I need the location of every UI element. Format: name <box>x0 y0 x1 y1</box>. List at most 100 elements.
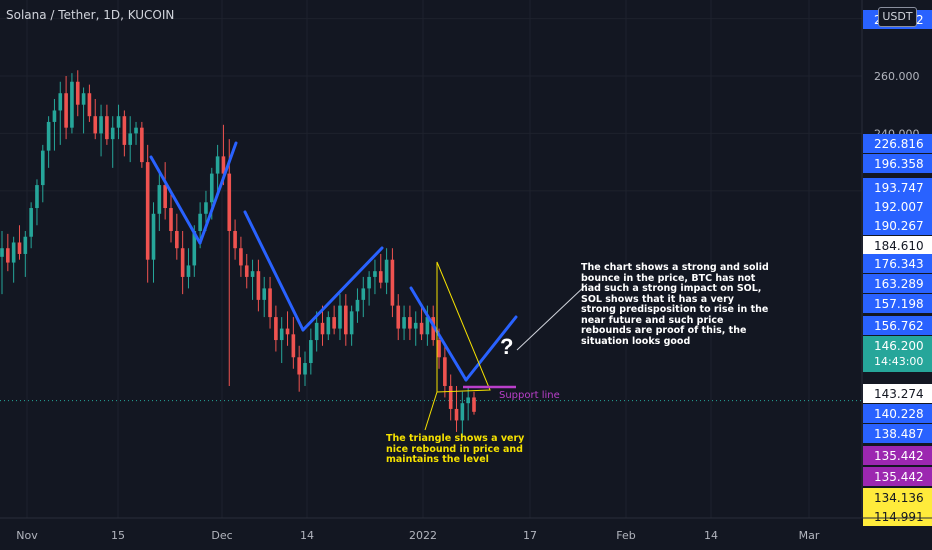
candle <box>343 294 348 346</box>
candle <box>17 225 22 260</box>
candle-body <box>343 305 348 335</box>
price-label-bg <box>863 507 932 526</box>
price-label-text: 157.198 <box>874 297 924 311</box>
candle-body <box>221 156 226 174</box>
price-label: 193.747 <box>863 178 932 197</box>
price-label-text: 196.358 <box>874 157 924 171</box>
candle-body <box>93 116 98 134</box>
candle-body <box>268 288 272 318</box>
price-label-text: 176.343 <box>874 257 924 271</box>
candle <box>163 162 167 220</box>
x-tick-label: 14 <box>300 529 314 542</box>
candle <box>116 104 121 140</box>
candle <box>29 202 33 249</box>
candle-body <box>378 271 383 283</box>
support-line-label: Support line <box>499 390 560 401</box>
price-label-bg <box>863 384 932 403</box>
x-tick-label: 2022 <box>409 529 437 542</box>
candle <box>314 311 319 352</box>
candle <box>472 391 476 415</box>
candle-body <box>274 317 278 341</box>
candle-body <box>431 317 436 341</box>
candle <box>466 385 470 421</box>
triangle-leader-line <box>424 391 438 431</box>
candle <box>35 179 39 226</box>
candle-body <box>163 185 167 209</box>
candle-body <box>460 403 465 421</box>
candle <box>180 230 185 295</box>
trend-line <box>301 246 384 332</box>
candle-body <box>151 213 156 260</box>
annotation-leader-line <box>516 283 588 351</box>
candle-body <box>198 213 202 231</box>
drawings-layer <box>149 141 588 431</box>
candle-body <box>145 162 150 260</box>
candle-body <box>384 259 389 283</box>
currency-button[interactable]: USDT <box>878 7 917 27</box>
candle-body <box>180 248 185 277</box>
candle <box>0 230 4 295</box>
price-label-bg <box>863 446 932 465</box>
candle-body <box>116 116 121 128</box>
candle <box>378 253 383 289</box>
trend-line <box>198 141 238 245</box>
price-label-text: 226.816 <box>874 137 924 151</box>
price-label: 192.007 <box>863 197 932 216</box>
candle-body <box>128 133 133 145</box>
candle-body <box>23 236 28 254</box>
candle <box>134 121 138 145</box>
price-label-text: 138.487 <box>874 427 924 441</box>
price-label-text: 184.610 <box>874 239 924 253</box>
candle <box>239 236 243 277</box>
candle <box>244 253 249 289</box>
candle-body <box>454 408 459 421</box>
candle-body <box>338 305 342 329</box>
candle <box>443 345 447 398</box>
price-label: 157.198 <box>863 294 932 313</box>
candle-body <box>355 299 360 312</box>
candle-body <box>314 322 319 341</box>
candle-body <box>175 230 179 249</box>
candle-body <box>326 317 331 335</box>
candle-body <box>70 81 74 128</box>
candle-body <box>0 248 4 257</box>
candle-body <box>233 230 237 249</box>
candle <box>320 305 325 346</box>
candle <box>373 259 377 295</box>
price-label-bg <box>863 134 932 153</box>
candle <box>326 311 331 341</box>
candle <box>110 116 115 168</box>
candle-body <box>204 202 208 214</box>
candle <box>309 328 313 375</box>
candle <box>75 70 80 117</box>
x-tick-label: Feb <box>616 529 635 542</box>
candle <box>338 294 342 341</box>
trend-line <box>464 315 518 382</box>
candle-body <box>244 265 249 277</box>
candle-body <box>367 276 371 289</box>
price-label-bg <box>863 197 932 216</box>
price-label-bg <box>863 424 932 443</box>
candle-body <box>227 173 232 231</box>
candle-body <box>75 81 80 105</box>
time-axis: Nov 15 Dec 14 2022 17 Feb 14 Mar <box>0 517 932 542</box>
candle-body <box>349 311 354 335</box>
candle-body <box>472 397 476 412</box>
candle-body <box>122 116 127 145</box>
sol-annotation[interactable]: The chart shows a strong and solid bounc… <box>581 262 769 347</box>
candle <box>6 233 10 272</box>
triangle-annotation[interactable]: The triangle shows a very nice rebound i… <box>386 433 525 465</box>
candle-body <box>408 317 412 329</box>
candle-body <box>40 150 45 186</box>
candle-body <box>437 340 441 358</box>
candle-body <box>105 116 109 140</box>
candle-body <box>58 93 63 111</box>
price-label-bg <box>863 274 932 293</box>
candle-body <box>239 248 243 266</box>
price-label-bg <box>863 336 932 372</box>
triangle-pattern <box>436 261 491 393</box>
candle-body <box>285 328 290 335</box>
candle <box>460 391 465 438</box>
